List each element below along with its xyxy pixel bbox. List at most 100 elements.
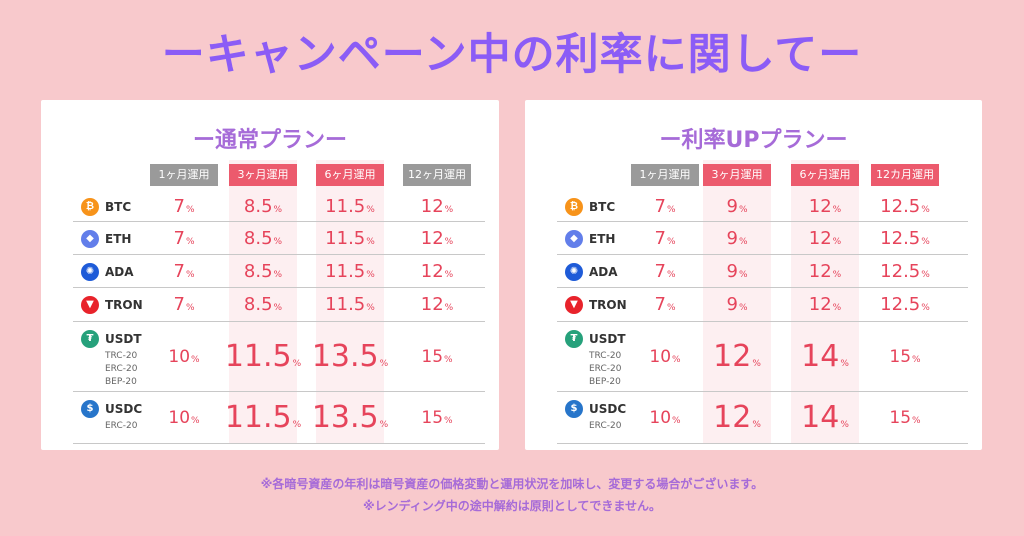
percent-sign: % bbox=[672, 415, 681, 426]
usdc-icon: $ bbox=[565, 400, 583, 418]
network-label: BEP-20 bbox=[105, 377, 137, 387]
column-header: 1ヶ月運用 bbox=[631, 164, 699, 186]
percent-sign: % bbox=[444, 236, 454, 247]
percent-sign: % bbox=[366, 205, 375, 216]
rate-value: 12% bbox=[785, 294, 865, 315]
table-row bbox=[557, 322, 968, 392]
rate-number: 11.5 bbox=[325, 196, 366, 218]
rate-value: 9% bbox=[697, 294, 777, 315]
percent-sign: % bbox=[185, 303, 195, 314]
table-row bbox=[557, 255, 968, 288]
percent-sign: % bbox=[738, 205, 748, 216]
rate-number: 15 bbox=[889, 346, 912, 367]
percent-sign: % bbox=[379, 420, 389, 430]
percent-sign: % bbox=[379, 359, 389, 369]
rate-number: 10 bbox=[649, 346, 672, 367]
percent-sign: % bbox=[832, 236, 842, 247]
tether-icon: ₮ bbox=[81, 330, 99, 348]
coin-name: ETH bbox=[105, 231, 132, 246]
rate-number: 12 bbox=[808, 294, 832, 316]
rate-value: 12.5% bbox=[865, 196, 945, 217]
percent-sign: % bbox=[191, 354, 200, 365]
percent-sign: % bbox=[738, 236, 748, 247]
rate-value: 12.5% bbox=[865, 294, 945, 315]
rate-value: 11.5% bbox=[310, 261, 390, 282]
rate-value: 7% bbox=[625, 261, 705, 282]
table-row bbox=[73, 288, 485, 322]
network-label: ERC-20 bbox=[589, 364, 622, 374]
percent-sign: % bbox=[185, 236, 195, 247]
rate-number: 11.5 bbox=[325, 294, 366, 316]
percent-sign: % bbox=[273, 236, 283, 247]
tether-icon: ₮ bbox=[565, 330, 583, 348]
rate-value: 7% bbox=[625, 228, 705, 249]
coin-name: TRON bbox=[105, 298, 143, 312]
rate-number: 11.5 bbox=[224, 400, 292, 435]
standard-plan-card: ー通常プランー 1ヶ月運用 3ヶ月運用 6ヶ月運用 12ヶ月運用 ₿ BTC 7% 8.5% 1… bbox=[41, 100, 499, 450]
network-label: TRC-20 bbox=[589, 351, 622, 361]
network-label: ERC-20 bbox=[589, 421, 622, 431]
column-header: 3ヶ月運用 bbox=[229, 164, 297, 186]
rate-value: 15% bbox=[865, 408, 945, 428]
column-header: 1ヶ月運用 bbox=[150, 164, 218, 186]
rate-number: 10 bbox=[168, 346, 191, 367]
rate-number: 8.5 bbox=[243, 294, 273, 316]
rate-value: 10% bbox=[144, 347, 224, 367]
rate-value: 9% bbox=[697, 196, 777, 217]
rate-value: 11.5% bbox=[310, 228, 390, 249]
coin-name: ETH bbox=[589, 231, 616, 246]
rate-number: 11.5 bbox=[325, 227, 366, 249]
rate-number: 12.5 bbox=[880, 196, 921, 218]
rate-value: 13.5% bbox=[310, 339, 390, 374]
percent-sign: % bbox=[444, 303, 454, 314]
percent-sign: % bbox=[840, 359, 849, 369]
rate-number: 11.5 bbox=[325, 260, 366, 282]
percent-sign: % bbox=[832, 269, 842, 280]
rate-number: 12 bbox=[420, 294, 444, 316]
table-row bbox=[73, 392, 485, 444]
rate-number: 15 bbox=[889, 407, 912, 428]
percent-sign: % bbox=[912, 354, 921, 365]
coin-name: ADA bbox=[105, 264, 134, 279]
rate-value: 15% bbox=[397, 408, 477, 428]
percent-sign: % bbox=[185, 205, 195, 216]
percent-sign: % bbox=[672, 354, 681, 365]
percent-sign: % bbox=[752, 420, 761, 430]
tron-icon: ▼ bbox=[81, 296, 99, 314]
rate-value: 8.5% bbox=[223, 228, 303, 249]
bitcoin-icon: ₿ bbox=[81, 198, 99, 216]
rate-value: 8.5% bbox=[223, 196, 303, 217]
coin-name: USDT bbox=[589, 332, 626, 346]
table-row bbox=[557, 392, 968, 444]
percent-sign: % bbox=[444, 354, 453, 365]
network-label: TRC-20 bbox=[105, 351, 138, 361]
percent-sign: % bbox=[738, 269, 748, 280]
coin-name: USDC bbox=[105, 402, 143, 416]
percent-sign: % bbox=[666, 269, 676, 280]
percent-sign: % bbox=[366, 303, 375, 314]
percent-sign: % bbox=[273, 269, 283, 280]
rate-value: 11.5% bbox=[223, 400, 303, 435]
coin-name: TRON bbox=[589, 298, 627, 312]
percent-sign: % bbox=[444, 415, 453, 426]
table-row bbox=[73, 255, 485, 288]
percent-sign: % bbox=[292, 359, 302, 369]
coin-name: ADA bbox=[589, 264, 618, 279]
rate-value: 11.5% bbox=[223, 339, 303, 374]
rate-number: 15 bbox=[421, 407, 444, 428]
rate-value: 9% bbox=[697, 228, 777, 249]
column-header: 6ヶ月運用 bbox=[791, 164, 859, 186]
rate-number: 9 bbox=[726, 260, 738, 282]
table-row bbox=[557, 288, 968, 322]
usdc-icon: $ bbox=[81, 400, 99, 418]
rate-number: 10 bbox=[649, 407, 672, 428]
rate-number: 12.5 bbox=[880, 260, 921, 282]
coin-name: USDT bbox=[105, 332, 142, 346]
rate-value: 7% bbox=[144, 228, 224, 249]
rate-up-plan-title: ー利率UPプランー bbox=[659, 128, 848, 153]
percent-sign: % bbox=[185, 269, 195, 280]
rate-number: 7 bbox=[173, 294, 185, 316]
percent-sign: % bbox=[273, 303, 283, 314]
percent-sign: % bbox=[840, 420, 849, 430]
network-label: ERC-20 bbox=[105, 364, 138, 374]
